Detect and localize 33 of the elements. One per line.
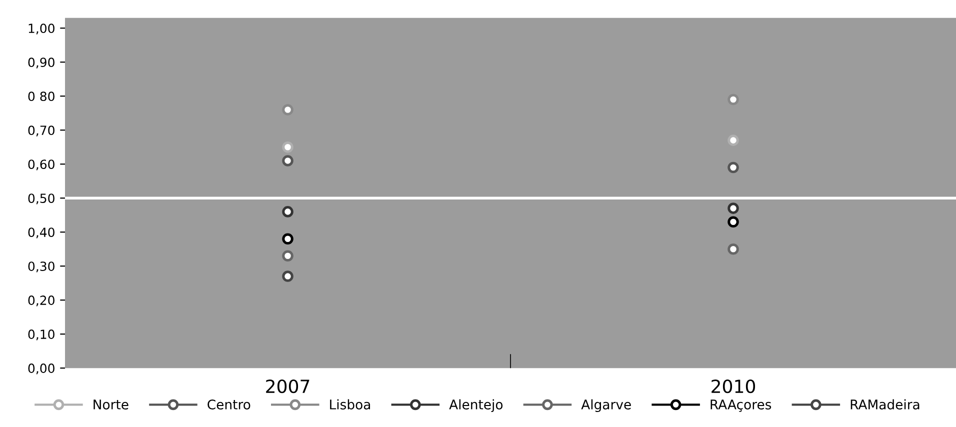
- x-tick-label: 2007: [266, 380, 310, 394]
- point: [728, 216, 739, 228]
- legend-label: Centro: [208, 400, 250, 410]
- y-tick-label: 0,90: [28, 58, 54, 68]
- legend-label: RAMadeira: [850, 399, 920, 410]
- point: [282, 141, 294, 153]
- legend-label: Algarve: [581, 399, 631, 412]
- point: [728, 134, 739, 146]
- y-tick-label: 0,40: [28, 228, 54, 238]
- point: [282, 104, 294, 116]
- y-tick-label: 0,50: [28, 194, 54, 204]
- point: [282, 270, 294, 282]
- legend-label: Norte: [94, 400, 128, 410]
- y-tick-label: 0,70: [28, 126, 54, 136]
- y-tick-label: 0,20: [28, 296, 54, 306]
- point: [728, 94, 739, 106]
- point: [728, 243, 739, 255]
- y-tick-label: 0,30: [28, 262, 54, 272]
- x-tick-label: 2010: [712, 380, 756, 394]
- y-tick-label: 0 80: [28, 92, 54, 102]
- point: [282, 250, 294, 262]
- legend-label: Alentejo: [449, 399, 503, 412]
- point: [728, 202, 739, 214]
- y-tick-label: 1,00: [28, 24, 54, 34]
- y-tick-label: 0,00: [28, 364, 54, 374]
- legend-label: RAAçores: [710, 400, 772, 412]
- point: [282, 233, 294, 245]
- point: [282, 155, 294, 166]
- point: [728, 162, 739, 174]
- y-tick-label: 0,10: [28, 330, 54, 340]
- point: [282, 206, 294, 218]
- legend-label: Lisboa: [330, 399, 370, 410]
- y-tick-label: 0,60: [28, 160, 54, 170]
